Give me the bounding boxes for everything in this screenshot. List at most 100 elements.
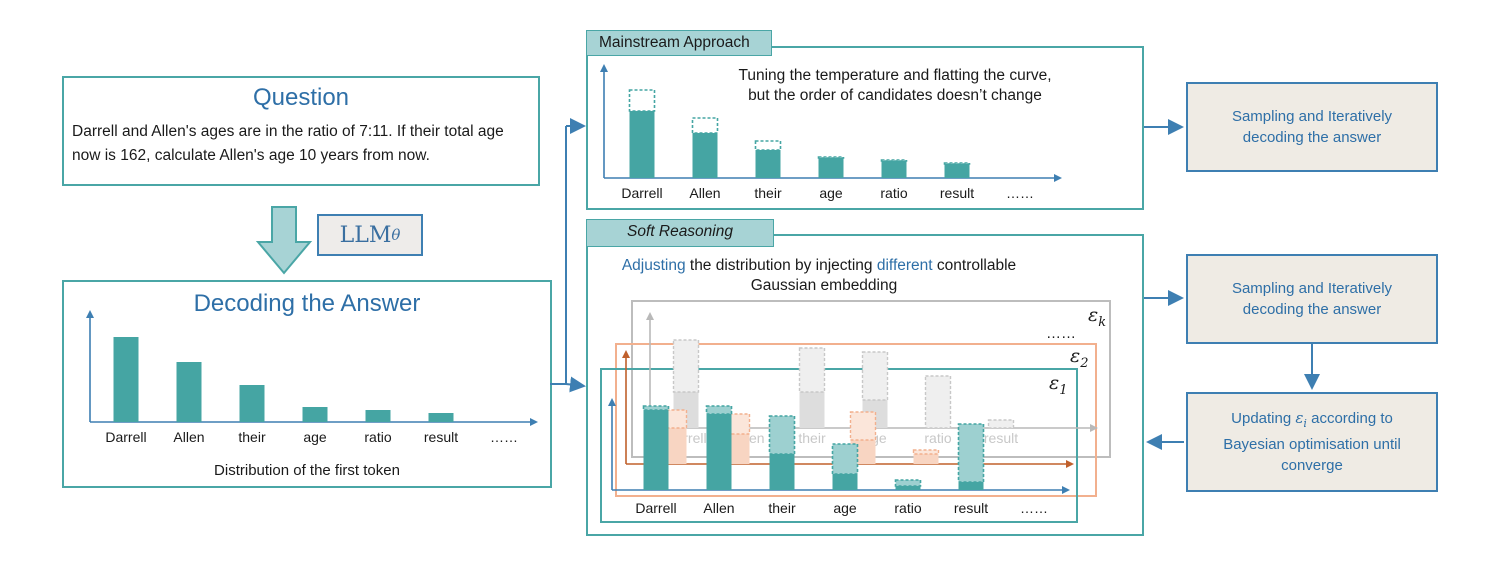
soft-reasoning-desc: Adjusting the distribution by injecting … bbox=[586, 256, 1052, 296]
decoding-caption: Distribution of the first token bbox=[214, 462, 400, 479]
sampling-box-1-line-2: decoding the answer bbox=[1242, 129, 1382, 146]
soft-eps-1-bar-4 bbox=[895, 486, 921, 490]
decoding-tick-label-4: ratio bbox=[364, 429, 391, 445]
mainstream-bar-outline-3 bbox=[817, 156, 845, 159]
updating-box-line-3: converge bbox=[1281, 457, 1343, 474]
question-title: Question bbox=[252, 84, 350, 111]
mainstream-tick-label-3: age bbox=[819, 185, 843, 201]
question-box: Question Darrell and Allen's ages are in… bbox=[62, 76, 540, 186]
mainstream-chart-y-arrowhead bbox=[600, 64, 608, 72]
soft-eps-1-bar-outline-5 bbox=[957, 423, 985, 483]
soft-desc-different: different bbox=[876, 257, 933, 274]
sampling-box-2-line-2: decoding the answer bbox=[1242, 301, 1382, 318]
soft-eps-2-bar-4 bbox=[913, 454, 939, 464]
sampling-box-1: Sampling and Iteratively decoding the an… bbox=[1186, 82, 1438, 172]
soft-eps-2-chart-y-arrowhead bbox=[622, 350, 630, 358]
soft-eps-1-bar-3 bbox=[832, 474, 858, 490]
eps-k-label: εk bbox=[1088, 304, 1106, 330]
mainstream-chart-x-arrowhead bbox=[1054, 174, 1062, 182]
frame-eps-2 bbox=[615, 343, 1097, 497]
mainstream-tick-label-4: ratio bbox=[880, 185, 907, 201]
mainstream-chart: Darrell Allen their age ratio result …… bbox=[600, 64, 1062, 201]
updating-text-b: according to bbox=[1306, 410, 1393, 427]
mainstream-bar-5 bbox=[944, 164, 970, 178]
mainstream-bar-2 bbox=[755, 150, 781, 178]
eps-2-symbol: ε bbox=[1070, 345, 1081, 367]
dots-eps-k: …… bbox=[1046, 325, 1076, 342]
decoding-chart-y-arrowhead bbox=[86, 310, 94, 318]
question-line-2: now is 162, calculate Allen's age 10 yea… bbox=[72, 147, 430, 164]
eps-2-label: ε2 bbox=[1070, 345, 1088, 371]
mainstream-bar-4 bbox=[881, 161, 907, 178]
mainstream-bar-0 bbox=[629, 111, 655, 178]
decoding-tick-label-1: Allen bbox=[173, 429, 204, 445]
decoding-tick-label-3: age bbox=[303, 429, 327, 445]
eps-1-sub: 1 bbox=[1059, 382, 1068, 398]
soft-eps-1-bar-outline-3 bbox=[831, 443, 859, 475]
soft-eps-1-bar-2 bbox=[769, 454, 795, 490]
mainstream-bar-1 bbox=[692, 133, 718, 178]
mainstream-note-line-2: but the order of candidates doesn’t chan… bbox=[748, 87, 1042, 104]
soft-eps-1-tick-2: their bbox=[768, 500, 796, 516]
sampling-box-2-line-1: Sampling and Iteratively bbox=[1231, 280, 1393, 297]
soft-eps-1-chart-y-arrowhead bbox=[608, 398, 616, 406]
decoding-tick-label-2: their bbox=[238, 429, 266, 445]
eps-1-symbol: ε bbox=[1049, 372, 1060, 394]
soft-eps-k-tick-4: ratio bbox=[924, 430, 951, 446]
question-line-1: Darrell and Allen's ages are in the rati… bbox=[72, 123, 504, 140]
mainstream-tick-label-5: result bbox=[940, 185, 974, 201]
decoding-tick-label-5: result bbox=[424, 429, 458, 445]
llm-label-box: LLM θ bbox=[317, 214, 423, 256]
mainstream-note: Tuning the temperature and flatting the … bbox=[700, 66, 1090, 106]
soft-eps-1-bar-outline-4 bbox=[894, 479, 922, 487]
soft-eps-k-bar-outline-3 bbox=[861, 351, 889, 401]
decoding-bar-1 bbox=[176, 362, 202, 422]
mainstream-bar-outline-0 bbox=[628, 89, 656, 112]
decoding-title: Decoding the Answer bbox=[193, 290, 421, 317]
soft-eps-2-bar-outline-3 bbox=[849, 411, 877, 441]
soft-eps-1-bar-outline-1 bbox=[705, 405, 733, 415]
soft-desc-line-2: Gaussian embedding bbox=[750, 277, 898, 294]
soft-desc-line-1: Adjusting the distribution by injecting … bbox=[586, 256, 1052, 276]
updating-box: Updating εi according to Bayesian optimi… bbox=[1186, 392, 1438, 492]
question-text: Darrell and Allen's ages are in the rati… bbox=[72, 120, 537, 168]
soft-reasoning-tab: Soft Reasoning bbox=[586, 219, 774, 247]
mainstream-note-line-1: Tuning the temperature and flatting the … bbox=[738, 67, 1052, 84]
eps-k-sub: k bbox=[1098, 314, 1107, 330]
eps-k-symbol: ε bbox=[1088, 304, 1099, 326]
decoding-tick-label-0: Darrell bbox=[105, 429, 146, 445]
soft-eps-k-tick-2: their bbox=[798, 430, 826, 446]
decoding-bar-5 bbox=[428, 413, 454, 422]
sampling-box-1-line-1: Sampling and Iteratively bbox=[1231, 108, 1393, 125]
sampling-box-2: Sampling and Iteratively decoding the an… bbox=[1186, 254, 1438, 344]
mainstream-tick-label-1: Allen bbox=[689, 185, 720, 201]
updating-eps-sub: i bbox=[1303, 417, 1307, 430]
mainstream-tick-label-6: …… bbox=[1006, 185, 1034, 201]
mainstream-tick-label-0: Darrell bbox=[621, 185, 662, 201]
soft-desc-text-b: controllable bbox=[932, 257, 1017, 274]
mainstream-box bbox=[586, 46, 1144, 210]
soft-eps-k-bar-outline-0 bbox=[672, 339, 700, 393]
soft-eps-1-tick-1: Allen bbox=[703, 500, 734, 516]
mainstream-bar-3 bbox=[818, 158, 844, 178]
soft-eps-1-tick-3: age bbox=[833, 500, 857, 516]
soft-eps-1-bar-outline-2 bbox=[768, 415, 796, 455]
soft-eps-1-chart-x-arrowhead bbox=[1062, 486, 1070, 494]
decoding-bar-2 bbox=[239, 385, 265, 422]
soft-desc-text-a: the distribution by injecting bbox=[685, 257, 877, 274]
soft-eps-1-tick-4: ratio bbox=[894, 500, 921, 516]
eps-2-sub: 2 bbox=[1080, 355, 1089, 371]
mainstream-tick-label-2: their bbox=[754, 185, 782, 201]
soft-eps-k-bar-2 bbox=[799, 392, 825, 428]
llm-subscript: θ bbox=[391, 226, 401, 244]
updating-box-line-1: Updating εi according to bbox=[1223, 408, 1401, 434]
updating-eps: ε bbox=[1295, 409, 1304, 427]
soft-eps-k-chart-y-arrowhead bbox=[646, 312, 654, 320]
soft-eps-1-bar-0 bbox=[643, 410, 669, 490]
soft-eps-1-tick-6: …… bbox=[1020, 500, 1048, 516]
soft-eps-k-bar-outline-5 bbox=[987, 419, 1015, 429]
updating-text-a: Updating bbox=[1231, 410, 1296, 427]
mainstream-bar-outline-4 bbox=[880, 159, 908, 162]
soft-eps-1-bar-5 bbox=[958, 482, 984, 490]
branch-connector bbox=[550, 118, 586, 393]
